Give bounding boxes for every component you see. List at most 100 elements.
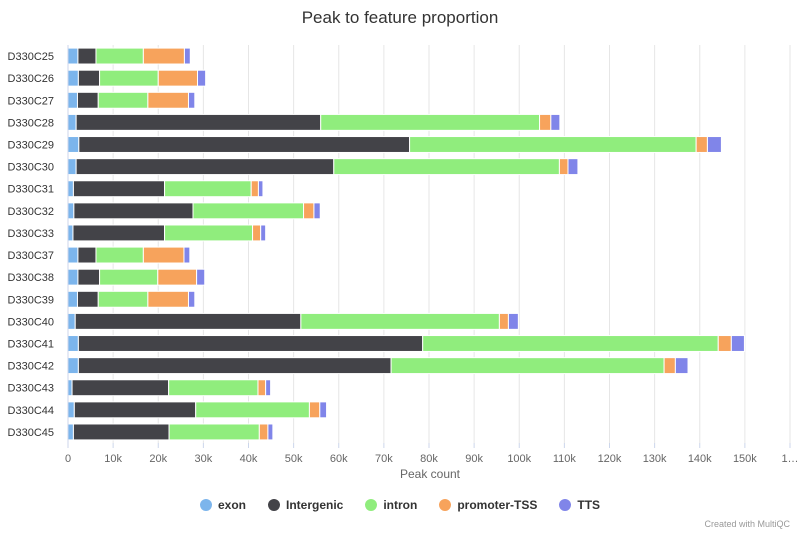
bar-segment-intergenic[interactable] <box>72 224 166 242</box>
bar-segment-intron[interactable] <box>168 379 259 397</box>
x-tick-label: 20k <box>149 453 167 465</box>
bar-segment-exon[interactable] <box>67 268 79 286</box>
bar-segment-intergenic[interactable] <box>72 180 166 198</box>
bar-segment-intron[interactable] <box>95 246 144 264</box>
bar-segment-tts[interactable] <box>674 357 689 375</box>
bar-segment-intron[interactable] <box>320 113 541 131</box>
bar-segment-intron[interactable] <box>192 202 305 220</box>
legend-item-intergenic[interactable]: Intergenic <box>267 498 343 512</box>
bar-segment-intergenic[interactable] <box>73 401 197 419</box>
bar-segment-promoter-tss[interactable] <box>157 69 199 87</box>
bar-segment-exon[interactable] <box>67 69 79 87</box>
x-tick-label: 100k <box>507 453 531 465</box>
legend-item-intron[interactable]: intron <box>365 498 417 512</box>
bar-segment-exon[interactable] <box>67 290 78 308</box>
bar-segment-intron[interactable] <box>195 401 310 419</box>
bar-segment-intergenic[interactable] <box>77 246 97 264</box>
bar-segment-exon[interactable] <box>67 401 75 419</box>
x-tick-label: 1… <box>781 453 798 465</box>
bar-segment-promoter-tss[interactable] <box>147 91 189 109</box>
bar-segment-promoter-tss[interactable] <box>250 180 259 198</box>
bar-segment-intron[interactable] <box>390 357 665 375</box>
bar-segment-intergenic[interactable] <box>76 91 99 109</box>
bar-segment-intron[interactable] <box>409 136 697 153</box>
bar-segment-promoter-tss[interactable] <box>157 268 198 286</box>
legend-item-promoter-tss[interactable]: promoter-TSS <box>439 498 537 512</box>
bar-segment-intron[interactable] <box>164 224 254 242</box>
bar-segment-exon[interactable] <box>67 423 74 441</box>
bar-segment-intron[interactable] <box>97 290 149 308</box>
bar-segment-intergenic[interactable] <box>77 357 392 375</box>
bar-segment-intergenic[interactable] <box>73 202 194 220</box>
bar-segment-promoter-tss[interactable] <box>717 335 732 352</box>
bar-segment-tts[interactable] <box>706 136 722 153</box>
bar-segment-tts[interactable] <box>187 290 196 308</box>
bar-segment-tts[interactable] <box>567 158 579 176</box>
bar-segment-tts[interactable] <box>196 268 206 286</box>
bar-segment-exon[interactable] <box>67 202 75 220</box>
bar-segment-intergenic[interactable] <box>74 312 302 330</box>
credit-text[interactable]: Created with MultiQC <box>704 519 790 529</box>
bar-segment-intergenic[interactable] <box>72 423 170 441</box>
bar-segment-exon[interactable] <box>67 91 78 109</box>
bar-segment-intergenic[interactable] <box>75 113 322 131</box>
bar-segment-tts[interactable] <box>265 379 272 397</box>
bar-segment-intergenic[interactable] <box>75 158 335 176</box>
bar-segment-intergenic[interactable] <box>78 136 411 153</box>
bar-segment-intron[interactable] <box>99 268 159 286</box>
bar-segment-tts[interactable] <box>730 335 745 352</box>
bar-segment-promoter-tss[interactable] <box>147 290 189 308</box>
bar-segment-tts[interactable] <box>319 401 328 419</box>
legend-item-tts[interactable]: TTS <box>559 498 600 512</box>
bar-segment-intron[interactable] <box>99 69 159 87</box>
bar-segment-tts[interactable] <box>183 246 191 264</box>
bar-segment-promoter-tss[interactable] <box>252 224 262 242</box>
bar-segment-promoter-tss[interactable] <box>303 202 315 220</box>
bar-segment-intergenic[interactable] <box>77 69 101 87</box>
bar-segment-exon[interactable] <box>67 113 77 131</box>
bar-segment-intron[interactable] <box>422 335 719 352</box>
bar-segment-exon[interactable] <box>67 357 79 375</box>
bar-segment-tts[interactable] <box>550 113 561 131</box>
bar-segment-intergenic[interactable] <box>71 379 170 397</box>
bar-segment-intron[interactable] <box>97 91 149 109</box>
bar-segment-exon[interactable] <box>67 136 80 153</box>
bar-segment-promoter-tss[interactable] <box>308 401 321 419</box>
bar-segment-promoter-tss[interactable] <box>558 158 569 176</box>
bar-segment-intron[interactable] <box>95 47 144 65</box>
bar-segment-intergenic[interactable] <box>77 335 424 352</box>
bar-segment-intron[interactable] <box>300 312 500 330</box>
bar-segment-intergenic[interactable] <box>77 268 101 286</box>
bar-segment-intron[interactable] <box>164 180 252 198</box>
bar-segment-intergenic[interactable] <box>76 290 99 308</box>
bar-segment-exon[interactable] <box>67 224 74 242</box>
bar-segment-exon[interactable] <box>67 379 73 397</box>
bar-segment-tts[interactable] <box>187 91 196 109</box>
bar-segment-intergenic[interactable] <box>77 47 97 65</box>
bar-segment-promoter-tss[interactable] <box>695 136 708 153</box>
bar-segment-exon[interactable] <box>67 246 79 264</box>
bar-segment-exon[interactable] <box>67 158 77 176</box>
bar-segment-tts[interactable] <box>507 312 519 330</box>
bar-segment-exon[interactable] <box>67 47 79 65</box>
bar-segment-tts[interactable] <box>260 224 267 242</box>
bar-segment-tts[interactable] <box>183 47 191 65</box>
bar-segment-exon[interactable] <box>67 312 76 330</box>
bar-segment-exon[interactable] <box>67 335 79 352</box>
bar-segment-exon[interactable] <box>67 180 74 198</box>
legend-item-exon[interactable]: exon <box>199 498 246 512</box>
bar-segment-promoter-tss[interactable] <box>498 312 509 330</box>
bar-segment-tts[interactable] <box>257 180 264 198</box>
bar-segment-promoter-tss[interactable] <box>663 357 676 375</box>
bar-segment-promoter-tss[interactable] <box>142 246 185 264</box>
bar-segment-intron[interactable] <box>168 423 260 441</box>
bar-segment-intron[interactable] <box>333 158 560 176</box>
bar-segment-tts[interactable] <box>313 202 321 220</box>
bar-segment-promoter-tss[interactable] <box>257 379 267 397</box>
bar-segment-tts[interactable] <box>197 69 207 87</box>
bar-segment-promoter-tss[interactable] <box>258 423 269 441</box>
bar-segment-promoter-tss[interactable] <box>539 113 552 131</box>
x-tick-label: 50k <box>285 453 303 465</box>
bar-segment-tts[interactable] <box>267 423 274 441</box>
bar-segment-promoter-tss[interactable] <box>142 47 185 65</box>
